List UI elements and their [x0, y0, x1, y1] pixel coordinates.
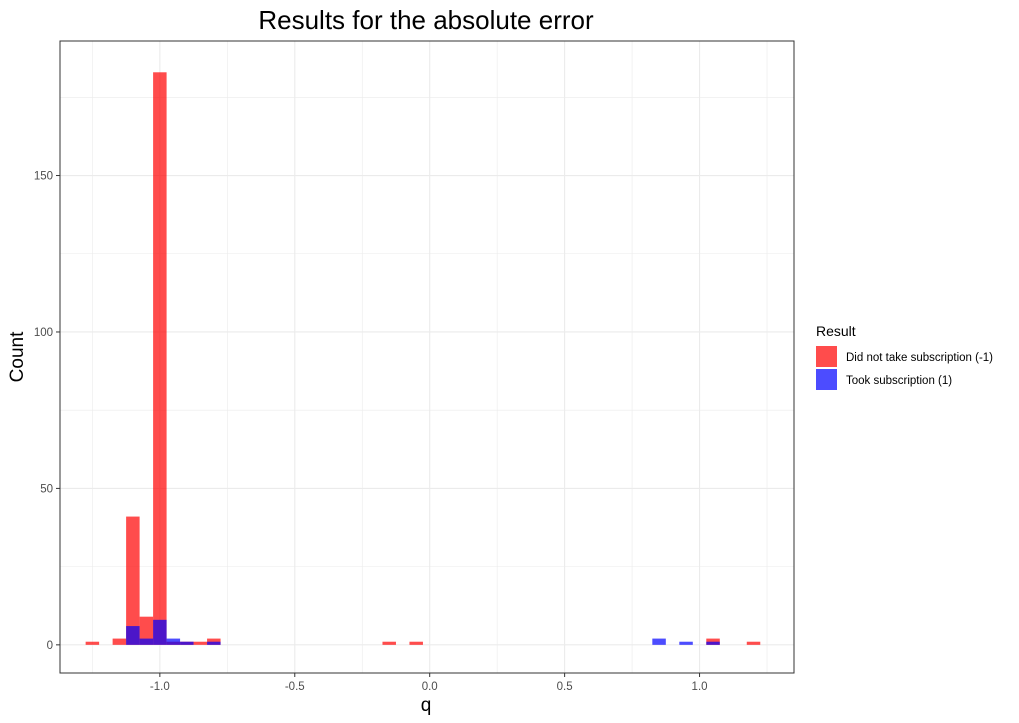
bar-took — [652, 638, 666, 645]
bars — [85, 72, 761, 645]
grid-lines — [60, 41, 794, 673]
bar-did-not-take — [139, 616, 154, 645]
x-tick-label: 1.0 — [692, 681, 708, 693]
legend-swatch-blue — [816, 369, 837, 390]
chart-title: Results for the absolute error — [258, 5, 594, 35]
bar-took — [679, 641, 693, 645]
legend-title: Result — [816, 323, 856, 339]
bar-did-not-take — [409, 641, 423, 645]
panel-border — [59, 40, 795, 674]
y-axis-ticks: 0 50 100 150 — [34, 171, 60, 652]
bar-took — [153, 619, 167, 645]
y-tick-label: 150 — [34, 171, 53, 183]
x-tick-label: 0.5 — [557, 681, 573, 693]
bar-did-not-take — [112, 638, 127, 645]
y-tick-label: 100 — [34, 327, 53, 339]
x-tick-label: 0.0 — [422, 681, 438, 693]
bar-did-not-take — [746, 641, 761, 645]
bar-took — [207, 641, 221, 645]
x-axis-ticks: -1.0 -0.5 0.0 0.5 1.0 — [150, 673, 708, 693]
legend-swatch-red — [816, 346, 837, 367]
legend-label-did-not-take: Did not take subscription (-1) — [846, 352, 993, 364]
x-tick-label: -1.0 — [150, 681, 170, 693]
legend: Result Did not take subscription (-1) To… — [816, 323, 993, 390]
bar-did-not-take — [382, 641, 396, 645]
bar-took — [126, 626, 140, 645]
y-tick-label: 50 — [40, 483, 53, 495]
bar-took — [706, 641, 720, 645]
y-tick-label: 0 — [47, 640, 53, 652]
bar-did-not-take — [153, 72, 167, 645]
bar-did-not-take — [126, 516, 140, 645]
bar-did-not-take — [193, 641, 208, 645]
x-axis-title: q — [421, 695, 432, 716]
bar-took — [180, 641, 194, 645]
bar-took — [139, 638, 154, 645]
bar-took — [166, 638, 181, 645]
legend-label-took: Took subscription (1) — [846, 375, 952, 387]
bar-did-not-take — [85, 641, 100, 645]
y-axis-title: Count — [7, 331, 28, 382]
x-tick-label: -0.5 — [285, 681, 305, 693]
